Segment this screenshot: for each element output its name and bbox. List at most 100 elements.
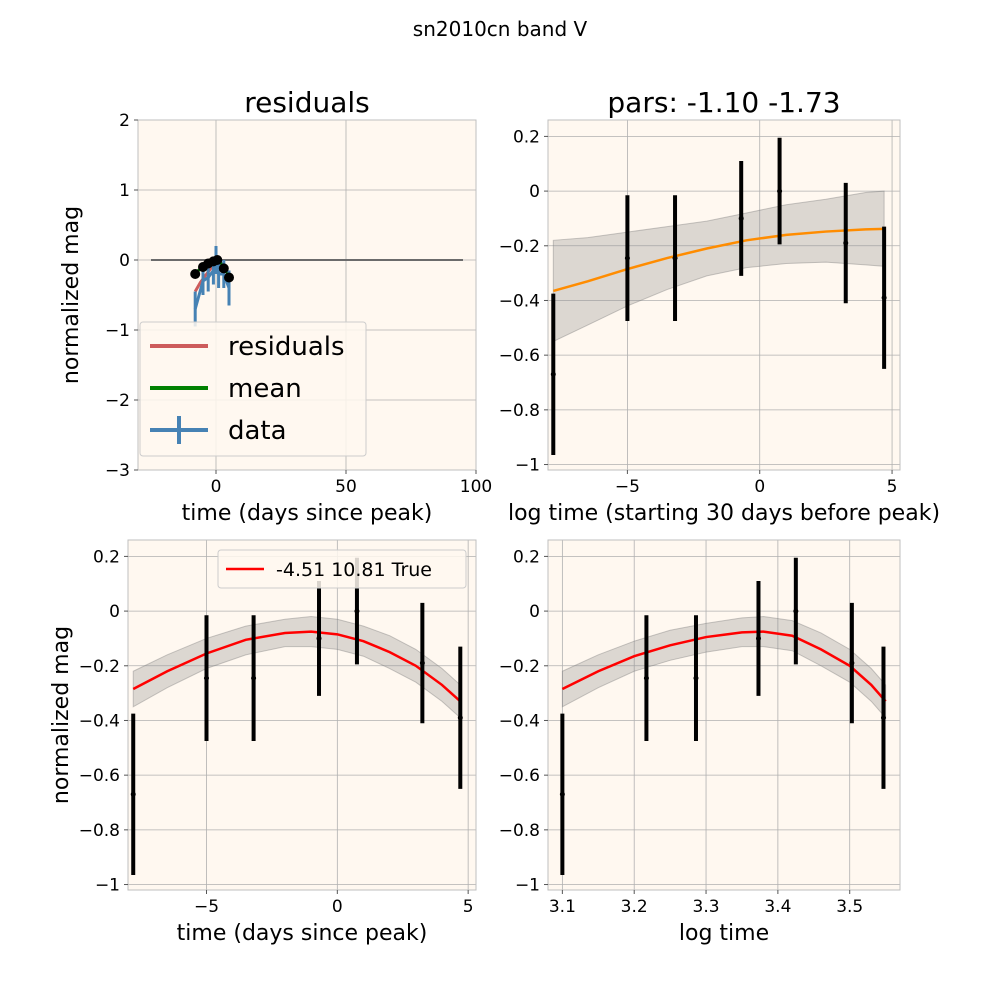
grid (128, 540, 476, 890)
axes-frame (127, 539, 477, 891)
y-axis-label: normalized mag (49, 626, 74, 804)
data-point (793, 608, 799, 614)
y-tick-label: −2 (105, 391, 130, 411)
plot-content (550, 137, 887, 455)
y-tick-label: 2 (119, 111, 130, 131)
y-tick-label: 0 (529, 602, 540, 622)
axes-frame (547, 539, 901, 891)
data-point (130, 791, 136, 797)
x-axis-label: time (days since peak) (182, 501, 433, 526)
data-point (643, 675, 649, 681)
data-point (738, 215, 744, 221)
panel-time-fit: −5 0 5 −1 −0.8 −0.6 −0.4 −0.2 0 0.2 time (days sin… (49, 539, 477, 946)
data-point (457, 715, 463, 721)
y-tick-label: −1 (515, 876, 540, 896)
x-tick-label: 3.2 (621, 897, 648, 917)
x-tick-label: −5 (615, 477, 640, 497)
data-point (672, 255, 678, 261)
plot-content (151, 246, 463, 327)
x-tick-label: 3.3 (693, 897, 720, 917)
data-point (881, 295, 887, 301)
data-point (843, 240, 849, 246)
legend-box (139, 321, 367, 457)
y-tick-label: 0 (109, 602, 120, 622)
plot-area (128, 540, 476, 890)
legend: -4.51 10.81 True (217, 549, 467, 589)
y-tick-label: 0.2 (513, 127, 540, 147)
data-point (251, 675, 257, 681)
x-tick-label: 3.1 (549, 897, 576, 917)
y-tick-label: 0.2 (513, 547, 540, 567)
panel-title: pars: -1.10 -1.73 (607, 86, 840, 119)
data-point (777, 188, 783, 194)
axes-frame (137, 119, 477, 471)
plot-area (548, 540, 900, 890)
y-tick-label: −0.6 (499, 766, 540, 786)
y-tick-label: −1 (95, 876, 120, 896)
data-point (559, 791, 565, 797)
panel-title: residuals (244, 86, 370, 119)
data-point (550, 371, 556, 377)
data-point (316, 635, 322, 641)
legend-box (217, 549, 467, 589)
panel-log-time-fit: −5 0 5 −1 −0.8 −0.6 −0.4 −0.2 0 0.2 log time (star… (499, 86, 940, 526)
y-tick-label: 0 (119, 251, 130, 271)
legend-label-data: data (228, 416, 287, 446)
y-tick-label: 1 (119, 181, 130, 201)
data-point (693, 675, 699, 681)
y-tick-label: −0.8 (499, 401, 540, 421)
x-axis-label: log time (679, 921, 769, 946)
x-tick-label: −5 (194, 897, 219, 917)
data-point (203, 675, 209, 681)
plot-content (559, 557, 887, 875)
data-point (880, 715, 886, 721)
y-tick-label: −0.8 (79, 821, 120, 841)
x-tick-label: 5 (463, 897, 474, 917)
x-axis-label: log time (starting 30 days before peak) (508, 501, 940, 526)
y-tick-label: −0.4 (499, 291, 540, 311)
data-point (755, 635, 761, 641)
panel-residuals: 0 50 100 −3 −2 −1 0 1 2 time (days since peak) nor… (59, 86, 492, 526)
legend-label-residuals: residuals (228, 332, 345, 362)
data-point (624, 255, 630, 261)
plot-content (130, 557, 463, 875)
y-tick-label: −0.2 (499, 657, 540, 677)
x-tick-label: 3.4 (764, 897, 791, 917)
y-tick-label: −0.2 (499, 237, 540, 257)
y-tick-label: −0.2 (79, 657, 120, 677)
y-tick-label: −0.4 (499, 711, 540, 731)
x-tick-label: 50 (335, 477, 357, 497)
mean-marker (190, 269, 201, 279)
plot-area (548, 120, 900, 470)
x-tick-label: 0 (211, 477, 222, 497)
fit-curve (132, 630, 462, 703)
data-point (419, 660, 425, 666)
legend: residuals mean data (139, 321, 367, 457)
y-tick-label: −1 (105, 321, 130, 341)
y-axis-label: normalized mag (59, 206, 84, 384)
x-tick-label: 3.5 (836, 897, 863, 917)
mean-marker (212, 255, 223, 265)
data-point (849, 660, 855, 666)
legend-label: -4.51 10.81 True (276, 559, 432, 581)
figure-suptitle: sn2010cn band V (413, 17, 588, 41)
x-tick-label: 0 (754, 477, 765, 497)
mean-marker (218, 263, 229, 274)
y-tick-label: −1 (515, 456, 540, 476)
data-point (354, 608, 360, 614)
x-tick-label: 5 (887, 477, 898, 497)
y-tick-label: 0 (529, 182, 540, 202)
y-tick-label: −0.6 (499, 346, 540, 366)
legend-label-mean: mean (228, 374, 302, 404)
y-tick-label: −0.6 (79, 766, 120, 786)
y-tick-label: −0.8 (499, 821, 540, 841)
axes-frame (547, 119, 901, 471)
grid (548, 120, 900, 470)
y-tick-label: −0.4 (79, 711, 120, 731)
panel-log-time: 3.1 3.2 3.3 3.4 3.5 −1 −0.8 −0.6 −0.4 −0.2 0 0.2 log… (499, 539, 901, 946)
x-tick-label: 100 (460, 477, 492, 497)
x-axis-label: time (days since peak) (177, 921, 428, 946)
y-tick-label: −3 (105, 461, 130, 481)
y-tick-label: 0.2 (93, 547, 120, 567)
